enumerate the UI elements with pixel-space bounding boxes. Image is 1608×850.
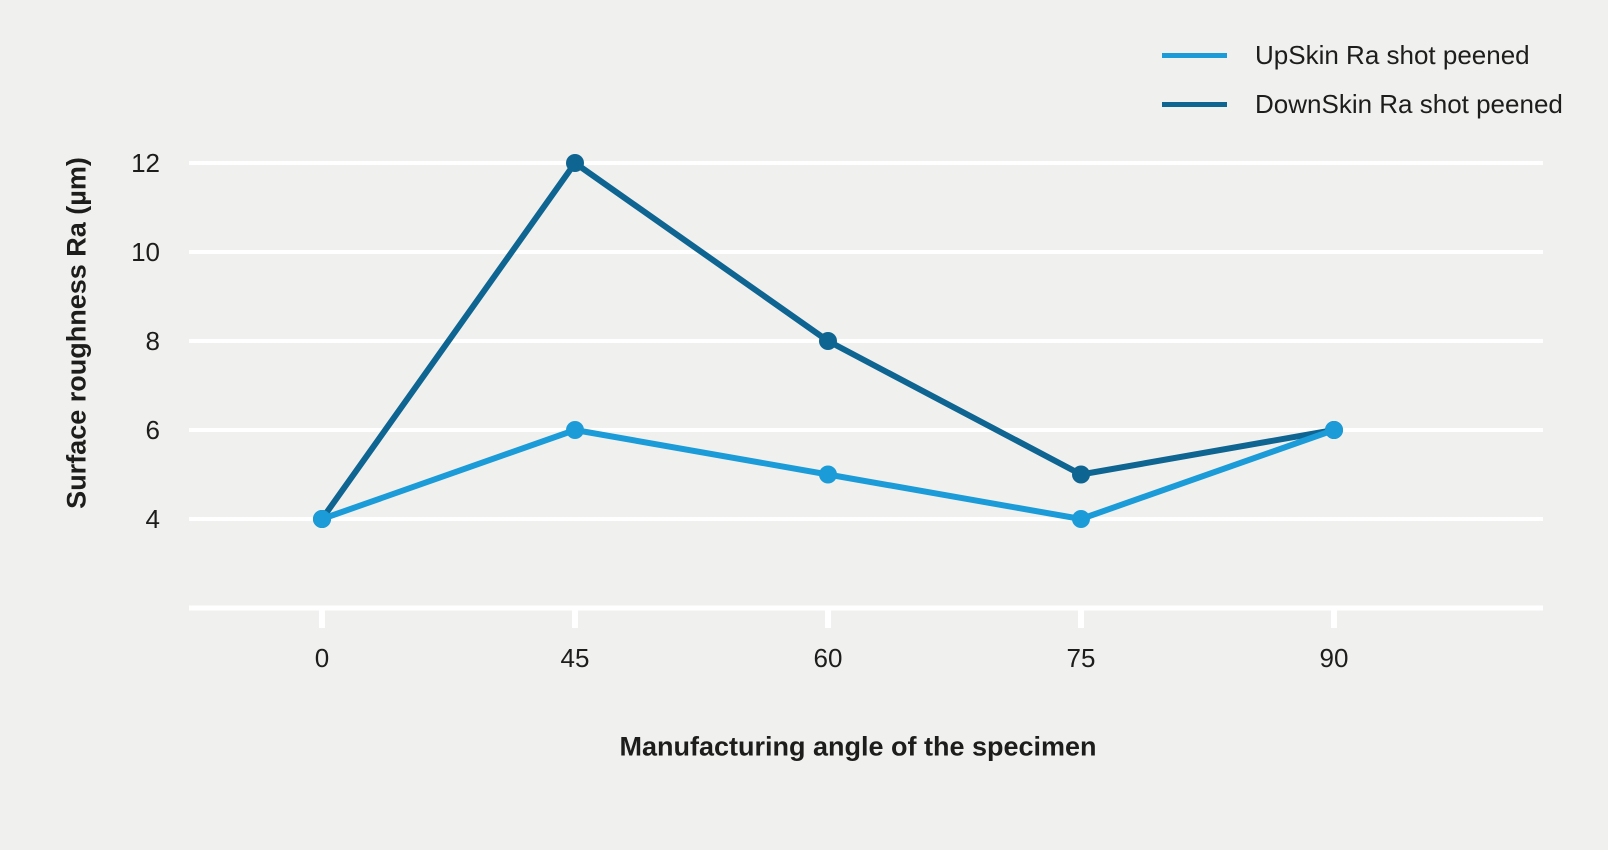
y-tick-label: 12: [131, 148, 160, 178]
y-tick-label: 10: [131, 237, 160, 267]
x-tick-label: 75: [1066, 643, 1096, 673]
x-tick-label: 45: [560, 643, 590, 673]
x-tick-label: 60: [813, 643, 843, 673]
data-point-marker-downskin: [566, 154, 584, 172]
data-point-marker-downskin: [819, 332, 837, 350]
data-point-marker-downskin: [1072, 465, 1090, 484]
legend-item: UpSkin Ra shot peened: [1162, 38, 1563, 72]
x-tick-label: 90: [1319, 643, 1349, 673]
legend-label: UpSkin Ra shot peened: [1255, 40, 1530, 70]
data-point-marker-upskin: [566, 421, 584, 439]
data-point-marker-upskin: [1325, 421, 1343, 439]
y-tick-label: 6: [145, 415, 160, 445]
data-point-marker-upskin: [313, 510, 331, 528]
legend-item: DownSkin Ra shot peened: [1162, 87, 1563, 121]
legend: UpSkin Ra shot peened DownSkin Ra shot p…: [1162, 38, 1563, 136]
data-point-marker-upskin: [819, 465, 837, 484]
y-tick-label: 8: [145, 326, 160, 356]
legend-swatch-downskin: [1162, 101, 1227, 107]
data-point-marker-upskin: [1072, 510, 1090, 528]
x-axis-title: Manufacturing angle of the specimen: [619, 731, 1097, 762]
x-tick-label: 0: [314, 643, 330, 673]
legend-label: DownSkin Ra shot peened: [1255, 89, 1563, 119]
y-tick-label: 4: [145, 504, 160, 534]
legend-swatch-upskin: [1162, 52, 1227, 58]
